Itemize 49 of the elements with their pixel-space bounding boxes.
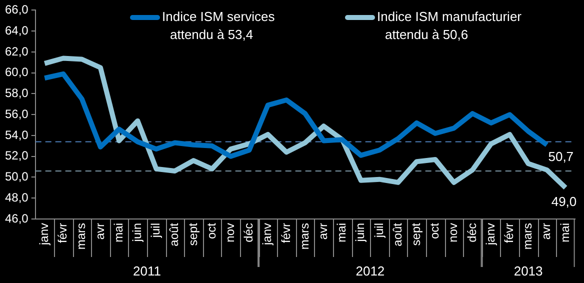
- y-tick-label: 62,0: [4, 44, 29, 58]
- y-tick-label: 58,0: [4, 86, 29, 100]
- y-tick-label: 60,0: [4, 65, 29, 80]
- x-tick-label: sept: [409, 222, 423, 246]
- x-tick-label: août: [390, 222, 404, 246]
- legend-label: Indice ISM manufacturier: [377, 8, 522, 26]
- x-tick-label: nov: [446, 223, 460, 242]
- x-tick-label: juin: [130, 223, 144, 243]
- x-tick-label: oct: [428, 222, 442, 240]
- x-tick-label: mai: [111, 223, 126, 242]
- x-tick-label: mars: [520, 223, 535, 250]
- data-label: 49,0: [551, 194, 577, 209]
- x-tick-label: mai: [558, 223, 572, 242]
- x-tick-label: déc: [464, 223, 479, 242]
- x-tick-label: févr: [56, 223, 70, 244]
- x-tick-label: févr: [502, 223, 516, 244]
- x-tick-label: mars: [297, 223, 312, 250]
- y-tick-label: 52,0: [4, 148, 29, 163]
- x-tick-label: mai: [334, 223, 349, 242]
- x-tick-label: juin: [353, 223, 368, 243]
- y-tick-label: 46,0: [4, 211, 29, 226]
- y-tick-label: 56,0: [4, 106, 29, 121]
- y-tick-label: 66,0: [4, 2, 29, 17]
- annotation: attendu à 50,6: [384, 26, 470, 44]
- annotation: attendu à 53,4: [169, 26, 254, 44]
- x-tick-label: avr: [539, 223, 554, 240]
- x-tick-label: janv: [483, 223, 498, 246]
- x-tick-label: juil: [148, 223, 163, 239]
- x-tick-label: déc: [242, 223, 256, 242]
- data-label: 50,7: [548, 149, 574, 164]
- text: 2011: [132, 264, 161, 279]
- text: 2013: [514, 264, 543, 279]
- y-tick-label: 54,0: [4, 128, 29, 142]
- x-tick-label: janv: [36, 223, 51, 246]
- x-tick-label: août: [167, 222, 182, 246]
- y-tick-label: 48,0: [4, 190, 29, 204]
- text: 2012: [356, 264, 385, 279]
- x-tick-label: mars: [74, 223, 88, 250]
- x-tick-label: févr: [278, 223, 293, 244]
- x-tick-label: juil: [372, 223, 386, 239]
- x-tick-label: janv: [260, 223, 274, 246]
- y-tick-label: 64,0: [4, 23, 29, 38]
- x-tick-label: avr: [92, 223, 107, 240]
- y-tick-label: 50,0: [4, 170, 29, 184]
- x-tick-label: oct: [204, 222, 218, 240]
- x-tick-label: nov: [222, 223, 237, 242]
- legend-label: Indice ISM services: [162, 8, 275, 26]
- x-tick-label: avr: [316, 223, 330, 240]
- x-tick-label: sept: [186, 222, 200, 246]
